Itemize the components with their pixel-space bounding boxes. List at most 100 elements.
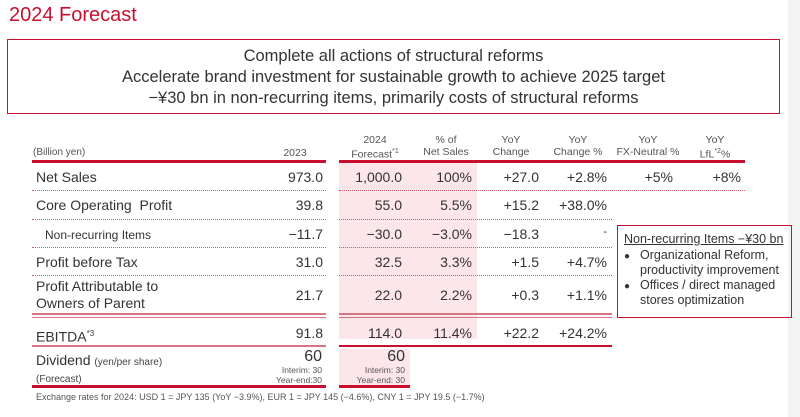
note-bullet-text: Offices / direct managed stores optimiza… [640, 278, 776, 307]
header-fx-line1: YoY [638, 134, 658, 146]
dividend-forecast-yearend: Year-end: 30 [356, 374, 405, 385]
header-forecast-line1: 2024 [363, 134, 387, 146]
ebitda-text: EBITDA [36, 328, 87, 345]
header-lfl-line2: LfL*2% [690, 146, 740, 161]
dividend-forecast-total: 60 [387, 348, 405, 365]
cell-lfl: +8% [712, 169, 741, 185]
row-divider [339, 219, 612, 220]
bottom-rule-left [32, 385, 326, 388]
header-forecast: 2024 Forecast*1 [340, 134, 410, 161]
cell-forecast: 55.0 [374, 197, 402, 213]
header-yoy-fx-neutral: YoY FX-Neutral % [612, 134, 684, 158]
header-yoy-lfl: YoY LfL*2% [690, 134, 740, 161]
note-bullet-text: Organizational Reform, productivity impr… [640, 248, 779, 277]
ebitda-rule-right [339, 345, 612, 347]
cell-pct: −3.0% [431, 226, 472, 242]
header-lfl-pct: % [720, 148, 731, 161]
cell-yoy: +1.5 [511, 254, 539, 270]
header-lfl-line1: YoY [705, 134, 725, 146]
footnote-1: *1 [392, 148, 399, 155]
row-divider [339, 275, 612, 276]
header-2023-text: 2023 [283, 147, 307, 159]
unit-label: (Billion yen) [33, 147, 86, 158]
row-label-core-operating-profit: Core Operating Profit [36, 197, 173, 213]
cell-yoy: −18.3 [503, 226, 539, 242]
cell-pct: 3.3% [440, 254, 472, 270]
note-bullet: ● Organizational Reform, productivity im… [624, 248, 785, 278]
cell-2023: 973.0 [287, 169, 323, 185]
header-forecast-text: Forecast [351, 148, 393, 161]
dividend-forecast-label: (Forecast) [36, 374, 82, 385]
cell-yoypct: +2.8% [566, 169, 607, 185]
row-label-profit-before-tax: Profit before Tax [36, 254, 138, 270]
cell-yoypct: +38.0% [559, 197, 607, 213]
cell-forecast: 114.0 [368, 325, 402, 341]
double-rule [32, 345, 326, 349]
cell-yoy: +22.2 [503, 325, 539, 341]
banner-line-1: Complete all actions of structural refor… [243, 47, 544, 65]
key-message-banner: Complete all actions of structural refor… [7, 39, 780, 114]
row-label-line2: Owners of Parent [36, 295, 145, 311]
dividend-2023-yearend: Year-end:30 [275, 374, 322, 385]
row-divider [32, 275, 326, 276]
dividend-forecast-interim: Interim: 30 [364, 365, 405, 375]
cell-2023: 91.8 [295, 325, 323, 341]
header-lfl-text: LfL [699, 148, 715, 161]
row-label-non-recurring-items: Non-recurring Items [45, 228, 152, 242]
cell-forecast: 32.5 [374, 254, 402, 270]
exchange-rate-footnote: Exchange rates for 2024: USD 1 = JPY 135… [36, 392, 485, 402]
header-yoy-line1: YoY [501, 134, 521, 146]
cell-yoy: +27.0 [503, 169, 539, 185]
forecast-dividend-highlight [339, 349, 410, 385]
cell-yoypct: +24.2% [559, 325, 607, 341]
cell-pct: 11.4% [433, 325, 472, 341]
dividend-2023-breakdown: Interim: 30 Year-end:30 [250, 365, 322, 385]
header-rule-right [339, 160, 745, 163]
row-divider [339, 247, 612, 248]
row-label-line1: Profit Attributable to [36, 278, 159, 294]
double-rule [339, 313, 612, 318]
row-divider [32, 190, 326, 191]
cell-2023: 21.7 [295, 287, 323, 303]
bullet-dot-icon: ● [624, 281, 631, 292]
cell-yoypct: +4.7% [566, 254, 607, 270]
banner-line-2: Accelerate brand investment for sustaina… [122, 68, 665, 86]
cell-fx: +5% [644, 169, 673, 185]
cell-yoy: +15.2 [503, 197, 539, 213]
dividend-forecast-breakdown: Interim: 30 Year-end: 30 [333, 365, 405, 385]
cell-yoy: +0.3 [511, 287, 539, 303]
cell-2023: 31.0 [295, 254, 323, 270]
row-label-ebitda: EBITDA*3 [36, 325, 94, 346]
double-rule [32, 313, 326, 318]
row-divider [32, 247, 326, 248]
cell-pct: 5.5% [440, 197, 472, 213]
header-pct-line1: % of [435, 134, 457, 146]
row-label-net-sales: Net Sales [36, 169, 97, 185]
header-yoypct-line2: Change % [553, 146, 603, 158]
scrollbar[interactable] [788, 0, 800, 417]
dividend-unit: (yen/per share) [94, 357, 163, 368]
cell-pct: 100% [436, 169, 472, 185]
header-yoypct-line1: YoY [568, 134, 588, 146]
cell-2023: −11.7 [288, 226, 323, 242]
header-pct-net-sales: % of Net Sales [415, 134, 477, 158]
row-divider [339, 190, 745, 191]
header-yoy-change: YoY Change [486, 134, 536, 158]
dividend-2023-total: 60 [304, 348, 322, 365]
cell-forecast: −30.0 [366, 226, 402, 242]
cell-2023: 39.8 [295, 197, 323, 213]
footnote-2: *2 [714, 148, 721, 155]
page-title: 2024 Forecast [9, 4, 137, 26]
cell-yoypct: - [603, 226, 607, 238]
cell-forecast: 22.0 [374, 287, 402, 303]
dividend-2023-interim: Interim: 30 [281, 365, 322, 375]
bullet-dot-icon: ● [624, 251, 631, 262]
dividend-text: Dividend [36, 352, 91, 368]
footnote-3: *3 [86, 329, 95, 338]
row-label-dividend: Dividend (yen/per share) [36, 352, 162, 371]
bottom-rule-right [339, 385, 410, 388]
header-rule-left [32, 160, 326, 163]
non-recurring-note-box: Non-recurring Items −¥30 bn ● Organizati… [617, 225, 792, 318]
cell-yoypct: +1.1% [566, 287, 607, 303]
cell-forecast: 1,000.0 [355, 169, 402, 185]
